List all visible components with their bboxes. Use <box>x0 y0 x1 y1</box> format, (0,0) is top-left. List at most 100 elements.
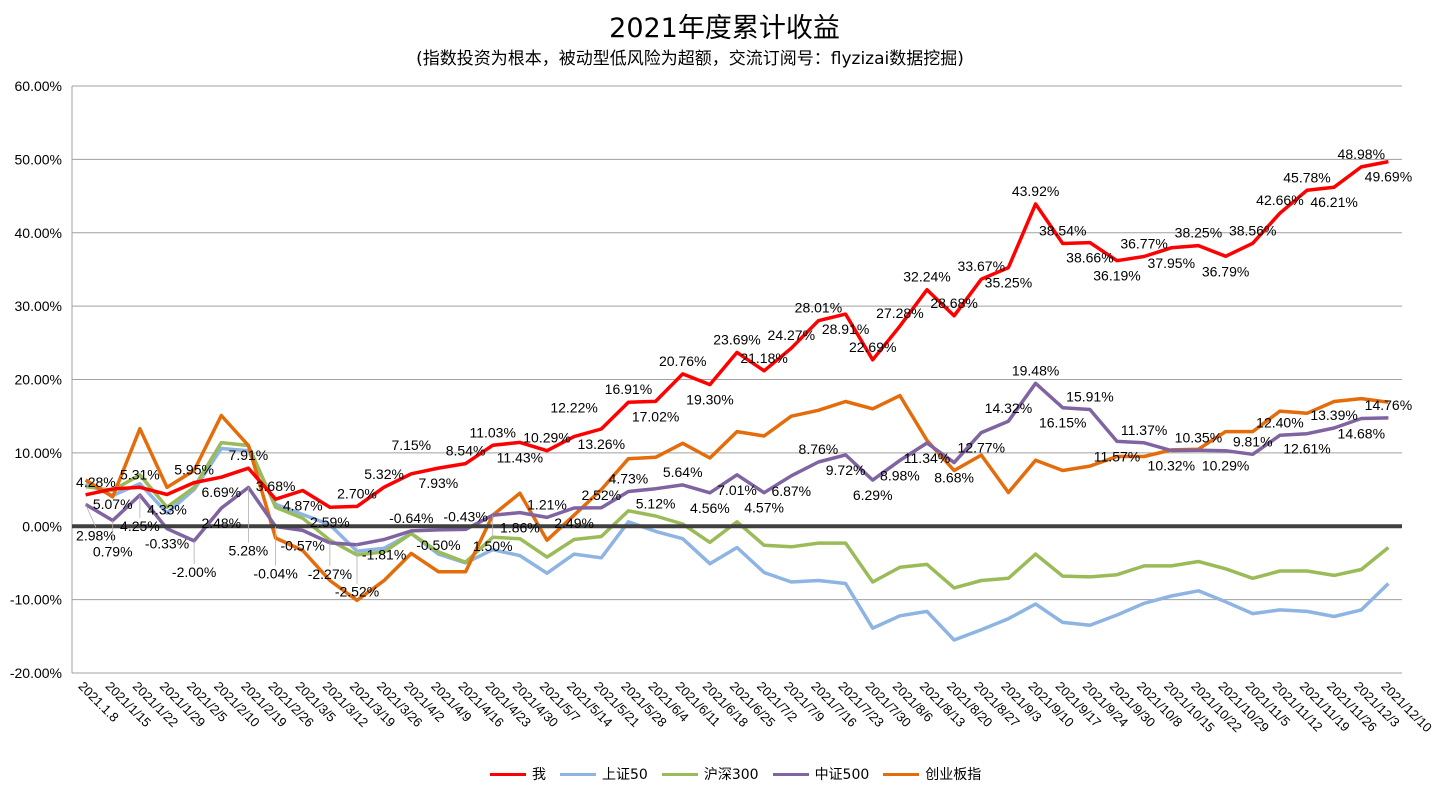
data-label: 38.66% <box>1066 250 1113 266</box>
data-label: 1.86% <box>500 520 540 536</box>
data-label: 7.93% <box>419 475 459 491</box>
label-leader <box>85 504 97 528</box>
legend-item: 中证500 <box>772 764 870 784</box>
data-label: 24.27% <box>768 327 815 343</box>
data-label: 6.69% <box>201 484 241 500</box>
data-label: 1.21% <box>527 496 567 512</box>
data-label: 46.21% <box>1310 194 1357 210</box>
data-label: 19.48% <box>1012 362 1059 378</box>
data-label: 11.34% <box>904 450 950 466</box>
data-label: 5.95% <box>174 462 214 478</box>
legend-item: 创业板指 <box>883 764 981 784</box>
data-label: -2.27% <box>308 566 352 582</box>
data-label: 14.32% <box>985 400 1032 416</box>
series-line-4 <box>85 159 1389 509</box>
data-label: 33.67% <box>958 258 1005 274</box>
legend-swatch <box>560 772 596 776</box>
data-label: 38.25% <box>1175 225 1222 241</box>
y-tick-label: 60.00% <box>15 78 62 94</box>
legend-swatch <box>661 772 698 776</box>
data-label: -2.00% <box>172 564 216 580</box>
data-label: 11.03% <box>469 424 515 440</box>
chart-subtitle: (指数投资为根本，被动型低风险为超额，交流订阅号：flyzizai数据挖掘) <box>416 49 964 69</box>
data-label: 1.50% <box>473 538 513 554</box>
y-tick-label: 50.00% <box>15 151 62 167</box>
data-label: 12.40% <box>1256 414 1303 430</box>
data-label: 36.77% <box>1120 236 1167 252</box>
data-label: 12.77% <box>958 440 1005 456</box>
series-line-3 <box>84 381 1389 547</box>
data-label: 5.32% <box>364 466 404 482</box>
data-label: 5.07% <box>93 496 133 512</box>
data-label: 43.92% <box>1012 183 1059 199</box>
data-label: 13.26% <box>578 436 625 452</box>
data-label: 2.59% <box>310 514 350 530</box>
y-tick-label: -10.00% <box>10 592 62 608</box>
series-line-0 <box>84 446 1390 642</box>
data-label: -0.50% <box>416 537 460 553</box>
data-label: 5.12% <box>636 496 676 512</box>
data-label: -0.64% <box>389 510 433 526</box>
data-label: 12.22% <box>550 400 597 416</box>
data-label: 19.30% <box>686 392 733 408</box>
chart-title: 2021年度累计收益 <box>609 13 840 44</box>
data-label: 4.28% <box>76 474 116 490</box>
y-tick-label: 40.00% <box>15 225 62 241</box>
data-label: 28.01% <box>795 300 842 316</box>
data-label: 17.02% <box>632 408 679 424</box>
data-label: 49.69% <box>1365 169 1412 185</box>
data-label: 7.01% <box>717 482 757 498</box>
data-label: 37.95% <box>1148 255 1195 271</box>
data-label: -1.81% <box>362 547 406 563</box>
data-label: 7.91% <box>229 447 269 463</box>
data-label: 38.54% <box>1039 223 1086 239</box>
data-label: 13.39% <box>1310 407 1357 423</box>
legend-label: 沪深300 <box>703 767 759 783</box>
data-label: 5.28% <box>229 543 269 559</box>
data-label: 22.69% <box>849 339 896 355</box>
legend-label: 上证50 <box>602 767 648 783</box>
y-tick-label: 30.00% <box>15 298 62 314</box>
data-label: 2.52% <box>581 487 621 503</box>
legend-swatch <box>490 772 526 776</box>
data-label: 10.35% <box>1175 429 1222 445</box>
data-label: 10.32% <box>1148 458 1195 474</box>
series-line-1 <box>85 440 1390 590</box>
data-label: 5.31% <box>120 466 160 482</box>
data-label: 2.70% <box>337 485 377 501</box>
data-label: 45.78% <box>1283 169 1330 185</box>
data-label: 23.69% <box>713 331 760 347</box>
data-label: 4.25% <box>120 518 160 534</box>
legend-item: 沪深300 <box>661 764 759 784</box>
data-label: 14.76% <box>1365 397 1412 413</box>
data-label: 15.91% <box>1066 389 1113 405</box>
data-label: 6.87% <box>771 483 811 499</box>
data-label: 42.66% <box>1256 192 1303 208</box>
data-label: 2.49% <box>554 515 594 531</box>
data-label: -0.33% <box>145 536 189 552</box>
data-label: 10.29% <box>523 430 570 446</box>
data-label: 48.98% <box>1338 146 1385 162</box>
data-label: 4.73% <box>609 471 649 487</box>
data-label: 27.28% <box>876 305 923 321</box>
data-label: -0.04% <box>253 566 297 582</box>
legend: 我 上证50 沪深300 中证500 创业板指 <box>490 764 981 784</box>
y-tick-label: 0.00% <box>22 518 62 534</box>
data-label: 4.87% <box>283 498 323 514</box>
data-label: 8.68% <box>934 470 974 486</box>
data-label: 38.56% <box>1229 222 1276 238</box>
data-label: 9.72% <box>826 462 866 478</box>
data-label: 36.19% <box>1093 268 1140 284</box>
data-label: 2.98% <box>76 527 116 543</box>
data-label: 4.57% <box>744 500 784 516</box>
data-label: 10.29% <box>1202 458 1249 474</box>
legend-item: 上证50 <box>560 764 648 784</box>
legend-label: 中证500 <box>814 767 870 783</box>
data-label: 9.81% <box>1233 433 1273 449</box>
data-label: 14.68% <box>1338 426 1385 442</box>
data-label: 12.61% <box>1283 441 1330 457</box>
data-label: 11.43% <box>497 449 543 465</box>
y-tick-label: -20.00% <box>10 665 62 681</box>
data-label: 11.37% <box>1121 422 1167 438</box>
